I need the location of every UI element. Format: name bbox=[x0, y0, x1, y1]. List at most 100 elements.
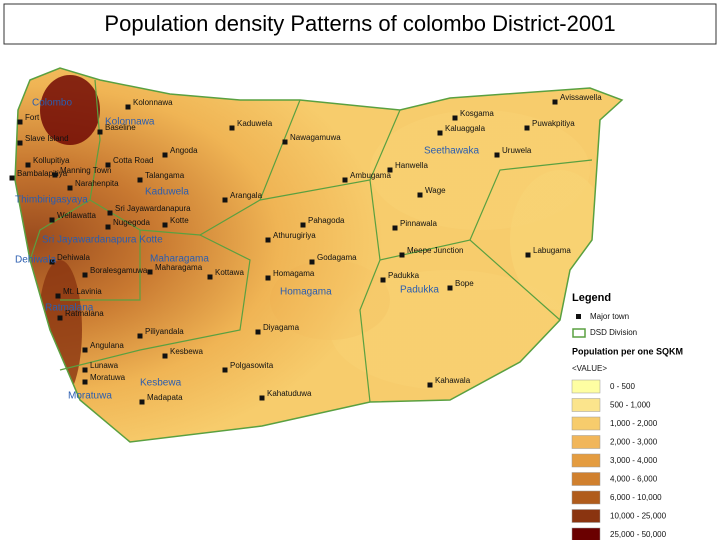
town-label: Homagama bbox=[273, 269, 315, 278]
town-marker bbox=[222, 367, 228, 373]
town-marker bbox=[137, 333, 143, 339]
town-marker bbox=[300, 222, 306, 228]
town-marker bbox=[259, 395, 265, 401]
legend-class-label: 25,000 - 50,000 bbox=[610, 530, 667, 539]
town-marker bbox=[387, 167, 393, 173]
legend-swatch bbox=[571, 379, 601, 394]
legend-class-label: 2,000 - 3,000 bbox=[610, 438, 658, 447]
town-label: Piliyandala bbox=[145, 327, 184, 336]
town-marker bbox=[255, 329, 261, 335]
town-marker bbox=[49, 217, 55, 223]
town-label: Kaluaggala bbox=[445, 124, 486, 133]
town-label: Slave Island bbox=[25, 134, 69, 143]
town-marker bbox=[427, 382, 433, 388]
town-marker bbox=[82, 272, 88, 278]
town-label: Kahawala bbox=[435, 376, 471, 385]
town-marker bbox=[105, 224, 111, 230]
district-boundary bbox=[14, 67, 624, 443]
legend-class-label: 1,000 - 2,000 bbox=[610, 419, 658, 428]
town-label: Athurugiriya bbox=[273, 231, 316, 240]
dsd-boundaries bbox=[29, 79, 593, 403]
legend-class-label: 10,000 - 25,000 bbox=[610, 512, 667, 521]
town-label: Talangama bbox=[145, 171, 185, 180]
legend: Legend Major town DSD Division Populatio… bbox=[572, 292, 683, 373]
dsd-label: Kolonnawa bbox=[105, 117, 155, 128]
town-marker bbox=[399, 252, 405, 258]
legend-density-title: Population per one SQKM bbox=[572, 346, 683, 356]
town-marker bbox=[147, 269, 153, 275]
town-marker bbox=[49, 259, 55, 265]
dsd-label: Ratmalana bbox=[45, 303, 94, 314]
dsd-label: Sri Jayawardanapura Kotte bbox=[42, 235, 163, 246]
town-label: Wellawatta bbox=[57, 211, 97, 220]
town-marker bbox=[82, 367, 88, 373]
town-label: Kaduwela bbox=[237, 119, 273, 128]
town-marker bbox=[82, 379, 88, 385]
town-marker bbox=[525, 252, 531, 258]
town-marker bbox=[139, 399, 145, 405]
town-marker bbox=[97, 129, 103, 135]
town-marker bbox=[162, 152, 168, 158]
town-label: Labugama bbox=[533, 246, 571, 255]
town-marker bbox=[437, 130, 443, 136]
town-label: Hanwella bbox=[395, 161, 428, 170]
town-marker bbox=[392, 225, 398, 231]
town-marker bbox=[524, 125, 530, 131]
legend-swatch bbox=[571, 509, 601, 523]
town-label: Ambugama bbox=[350, 171, 391, 180]
town-label: Pahagoda bbox=[308, 216, 345, 225]
town-label: Maharagama bbox=[155, 263, 203, 272]
legend-title: Legend bbox=[572, 292, 611, 304]
town-marker bbox=[82, 347, 88, 353]
town-label: Puwakpitiya bbox=[532, 119, 575, 128]
town-label: Lunawa bbox=[90, 361, 119, 370]
town-label: Godagama bbox=[317, 253, 357, 262]
density-surface bbox=[15, 68, 622, 442]
town-marker bbox=[107, 210, 113, 216]
town-marker bbox=[265, 237, 271, 243]
legend-class-label: 0 - 500 bbox=[610, 382, 635, 391]
town-label: Baseline bbox=[105, 123, 136, 132]
legend-symbol-label: DSD Division bbox=[590, 328, 637, 337]
town-marker bbox=[452, 115, 458, 121]
town-label: Kollupitiya bbox=[33, 156, 70, 165]
town-label: Bambalapitiya bbox=[17, 169, 68, 178]
legend-swatch bbox=[571, 435, 601, 449]
slide-title: Population density Patterns of colombo D… bbox=[104, 11, 615, 36]
town-label: Diyagama bbox=[263, 323, 300, 332]
town-marker bbox=[57, 315, 63, 321]
town-label: Avissawella bbox=[560, 93, 602, 102]
town-marker bbox=[342, 177, 348, 183]
town-marker bbox=[9, 175, 15, 181]
town-label: Padukka bbox=[388, 271, 420, 280]
town-marker bbox=[265, 275, 271, 281]
town-marker bbox=[207, 274, 213, 280]
town-marker bbox=[380, 277, 386, 283]
legend-swatch bbox=[571, 472, 601, 486]
town-label: Manning Town bbox=[60, 166, 111, 175]
town-marker bbox=[105, 162, 111, 168]
legend-swatch bbox=[571, 527, 601, 540]
town-marker bbox=[52, 172, 58, 178]
town-label: Sri Jayawardanapura bbox=[115, 204, 191, 213]
dsd-label: Maharagama bbox=[150, 254, 209, 265]
dsd-label: Kaduwela bbox=[145, 187, 189, 198]
town-label: Mt. Lavinia bbox=[63, 287, 102, 296]
dsd-label: Homagama bbox=[280, 287, 332, 298]
legend-swatch bbox=[571, 398, 601, 412]
town-marker bbox=[137, 177, 143, 183]
town-label: Polgasowita bbox=[230, 361, 274, 370]
legend-class-label: 3,000 - 4,000 bbox=[610, 456, 658, 465]
town-label: Boralesgamuwa bbox=[90, 266, 148, 275]
town-marker bbox=[229, 125, 235, 131]
town-label: Ratmalana bbox=[65, 309, 104, 318]
town-label: Angulana bbox=[90, 341, 124, 350]
town-label: Moratuwa bbox=[90, 373, 126, 382]
town-marker bbox=[17, 119, 23, 125]
town-label: Pinnawala bbox=[400, 219, 437, 228]
town-marker bbox=[55, 293, 61, 299]
town-marker bbox=[162, 353, 168, 359]
town-marker bbox=[67, 185, 73, 191]
dsd-label: Thimbirigasyaya bbox=[15, 195, 88, 206]
town-marker bbox=[447, 285, 453, 291]
